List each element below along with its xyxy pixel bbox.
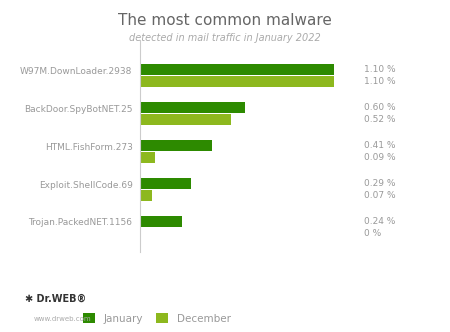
Bar bbox=[140, 190, 152, 201]
Text: 0.29 %: 0.29 % bbox=[364, 179, 395, 188]
Text: detected in mail traffic in January 2022: detected in mail traffic in January 2022 bbox=[129, 33, 321, 43]
Bar bbox=[140, 102, 245, 113]
Bar bbox=[140, 114, 231, 124]
Text: 0 %: 0 % bbox=[364, 229, 381, 238]
Text: 0.52 %: 0.52 % bbox=[364, 115, 395, 124]
Text: 0.41 %: 0.41 % bbox=[364, 141, 395, 150]
Text: ✱ Dr.WEB®: ✱ Dr.WEB® bbox=[25, 294, 86, 304]
Bar bbox=[140, 152, 155, 163]
Text: The most common malware: The most common malware bbox=[118, 13, 332, 28]
Bar bbox=[140, 140, 212, 151]
Text: 0.09 %: 0.09 % bbox=[364, 153, 395, 162]
Legend: January, December: January, December bbox=[83, 313, 231, 324]
Bar bbox=[140, 216, 182, 227]
Text: 1.10 %: 1.10 % bbox=[364, 77, 395, 86]
Bar bbox=[140, 64, 333, 75]
Text: 0.60 %: 0.60 % bbox=[364, 103, 395, 112]
Text: 0.24 %: 0.24 % bbox=[364, 217, 395, 226]
Text: www.drweb.com: www.drweb.com bbox=[34, 316, 91, 322]
Text: 1.10 %: 1.10 % bbox=[364, 65, 395, 74]
Text: 0.07 %: 0.07 % bbox=[364, 191, 395, 200]
Bar bbox=[140, 178, 191, 189]
Bar bbox=[140, 76, 333, 87]
